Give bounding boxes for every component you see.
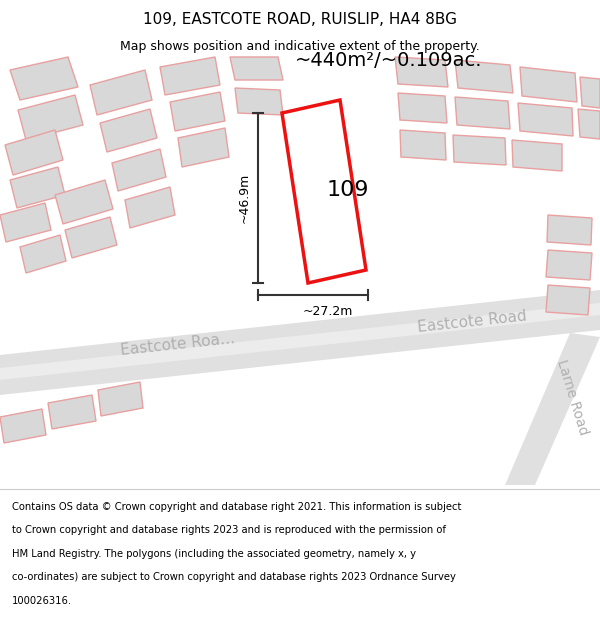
Polygon shape: [55, 180, 113, 224]
Polygon shape: [112, 149, 166, 191]
Polygon shape: [65, 217, 117, 258]
Polygon shape: [453, 135, 506, 165]
Text: 109: 109: [327, 180, 369, 200]
Text: Contains OS data © Crown copyright and database right 2021. This information is : Contains OS data © Crown copyright and d…: [12, 502, 461, 512]
Polygon shape: [160, 57, 220, 95]
Polygon shape: [520, 67, 577, 102]
Polygon shape: [455, 60, 513, 93]
Text: Larne Road: Larne Road: [554, 357, 590, 437]
Polygon shape: [0, 203, 51, 242]
Polygon shape: [512, 140, 562, 171]
Text: ~27.2m: ~27.2m: [303, 305, 353, 318]
Text: 109, EASTCOTE ROAD, RUISLIP, HA4 8BG: 109, EASTCOTE ROAD, RUISLIP, HA4 8BG: [143, 12, 457, 27]
Polygon shape: [547, 215, 592, 245]
Polygon shape: [178, 128, 229, 167]
Text: to Crown copyright and database rights 2023 and is reproduced with the permissio: to Crown copyright and database rights 2…: [12, 526, 446, 536]
Polygon shape: [395, 57, 448, 87]
Polygon shape: [455, 97, 510, 129]
Polygon shape: [100, 109, 157, 152]
Text: ~46.9m: ~46.9m: [238, 173, 251, 223]
Polygon shape: [518, 103, 573, 136]
Text: Map shows position and indicative extent of the property.: Map shows position and indicative extent…: [120, 39, 480, 52]
Polygon shape: [170, 92, 225, 131]
Polygon shape: [398, 93, 447, 123]
Polygon shape: [5, 130, 63, 175]
Polygon shape: [505, 333, 600, 485]
Polygon shape: [48, 395, 96, 429]
Polygon shape: [90, 70, 152, 115]
Polygon shape: [0, 303, 600, 380]
Text: co-ordinates) are subject to Crown copyright and database rights 2023 Ordnance S: co-ordinates) are subject to Crown copyr…: [12, 572, 456, 582]
Text: Eastcote Road: Eastcote Road: [416, 309, 527, 335]
Polygon shape: [578, 109, 600, 139]
Polygon shape: [10, 167, 65, 208]
Polygon shape: [98, 382, 143, 416]
Polygon shape: [125, 187, 175, 228]
Text: Eastcote Roa…: Eastcote Roa…: [120, 331, 236, 359]
Polygon shape: [235, 88, 283, 115]
Polygon shape: [0, 409, 46, 443]
Text: 100026316.: 100026316.: [12, 596, 72, 606]
Polygon shape: [546, 250, 592, 280]
Polygon shape: [580, 77, 600, 108]
Text: HM Land Registry. The polygons (including the associated geometry, namely x, y: HM Land Registry. The polygons (includin…: [12, 549, 416, 559]
Polygon shape: [230, 57, 283, 80]
Text: ~440m²/~0.109ac.: ~440m²/~0.109ac.: [295, 51, 482, 70]
Polygon shape: [0, 290, 600, 395]
Polygon shape: [18, 95, 83, 140]
Polygon shape: [20, 235, 66, 273]
Polygon shape: [400, 130, 446, 160]
Polygon shape: [282, 100, 366, 283]
Polygon shape: [10, 57, 78, 100]
Polygon shape: [546, 285, 590, 315]
